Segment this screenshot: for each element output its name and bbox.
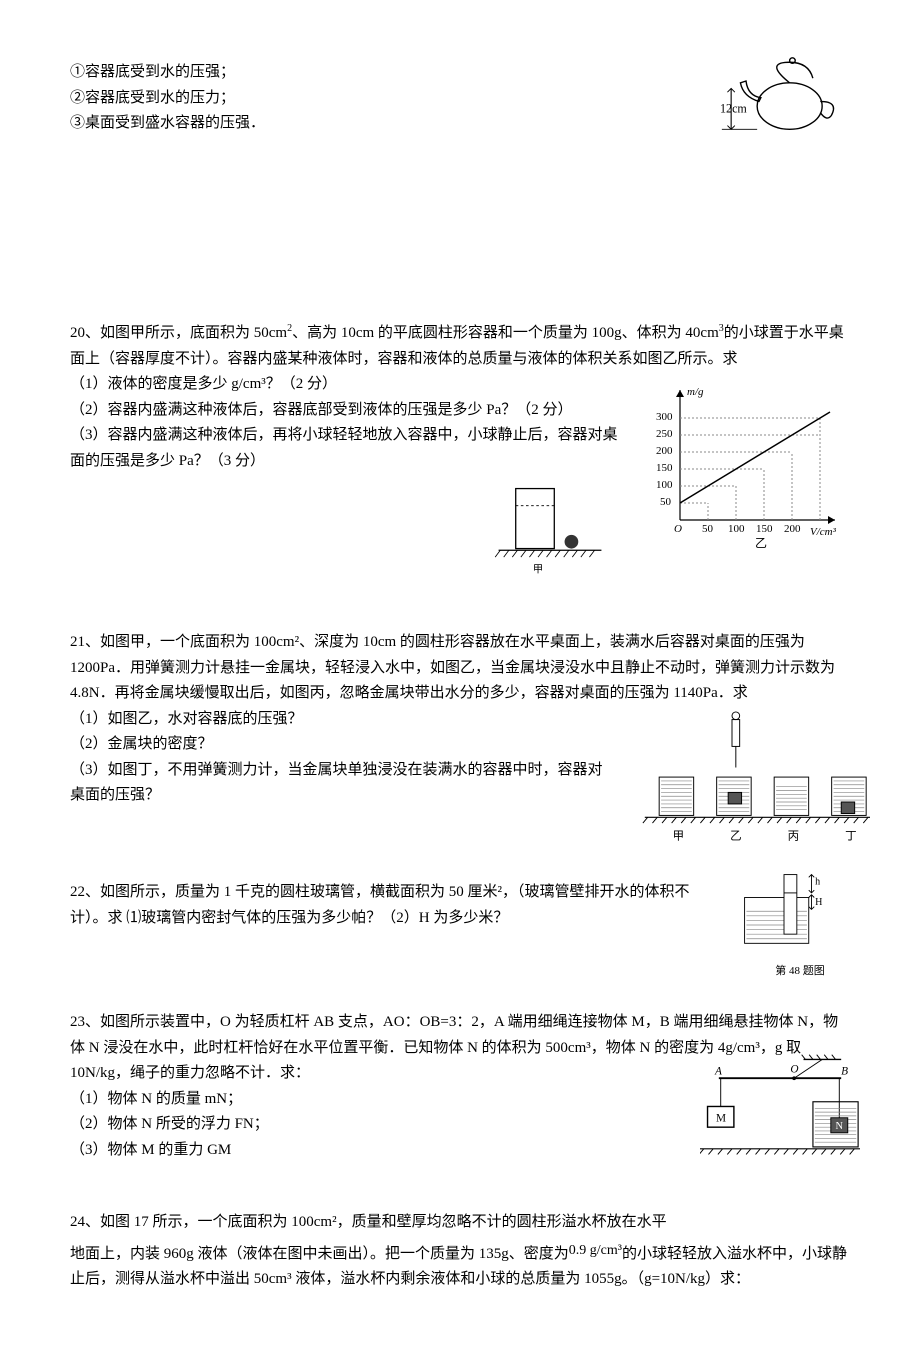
q22-stem: 22、如图所示，质量为 1 千克的圆柱玻璃管，横截面积为 50 厘米²，（玻璃管… bbox=[70, 880, 710, 931]
ytick-250: 250 bbox=[656, 428, 673, 440]
q21-label-2: 丙 bbox=[788, 830, 800, 842]
ytick-300: 300 bbox=[656, 411, 673, 423]
q22-h-label: h bbox=[815, 877, 820, 888]
q20-p3: （3）容器内盛满这种液体后，再将小球轻轻地放入容器中，小球静止后，容器对桌面的压… bbox=[70, 423, 630, 474]
q20-label-yi: 乙 bbox=[755, 536, 767, 550]
q22-H-label: H bbox=[815, 897, 822, 908]
q21-p3: （3）如图丁，不用弹簧测力计，当金属块单独浸没在装满水的容器中时，容器对桌面的压… bbox=[70, 758, 610, 809]
q20-stem-a: 20、如图甲所示，底面积为 50cm bbox=[70, 325, 287, 341]
q21-figure: 甲 乙 丙 丁 bbox=[640, 710, 860, 854]
ytick-50: 50 bbox=[660, 496, 672, 508]
q24-density: 0.9 g/cm³ bbox=[569, 1243, 622, 1258]
q22-figure: h H 第 48 题图 bbox=[740, 870, 860, 980]
q20-beaker-figure: 甲 bbox=[490, 480, 630, 583]
q20-stem: 20、如图甲所示，底面积为 50cm2、高为 10cm 的平底圆柱形容器和一个质… bbox=[70, 320, 850, 372]
q24-line2: 地面上，内装 960g 液体（液体在图中未画出）。把一个质量为 135g、密度为… bbox=[70, 1242, 850, 1293]
graph-y-label: m/g bbox=[687, 386, 704, 398]
teapot-figure: 12cm bbox=[720, 55, 850, 157]
teapot-height-label: 12cm bbox=[720, 102, 747, 116]
q23-A: A bbox=[714, 1065, 722, 1077]
xtick-200: 200 bbox=[784, 523, 801, 535]
graph-x-label: V/cm³ bbox=[810, 526, 837, 538]
q23-B: B bbox=[841, 1065, 848, 1077]
q23-O: O bbox=[790, 1064, 798, 1076]
ytick-100: 100 bbox=[656, 479, 673, 491]
xtick-100: 100 bbox=[728, 523, 745, 535]
q23-N: N bbox=[836, 1121, 844, 1132]
ytick-150: 150 bbox=[656, 462, 673, 474]
xtick-150: 150 bbox=[756, 523, 773, 535]
q23-M: M bbox=[716, 1113, 726, 1125]
q23-figure: A O B M N bbox=[700, 1050, 860, 1172]
q24-stem-b: 地面上，内装 960g 液体（液体在图中未画出）。把一个质量为 135g、密度为 bbox=[70, 1246, 569, 1262]
xtick-50: 50 bbox=[702, 523, 714, 535]
svg-text:O: O bbox=[674, 523, 682, 535]
q20-graph: m/g V/cm³ 50 100 150 200 250 300 bbox=[650, 380, 850, 550]
q21-label-3: 丁 bbox=[845, 830, 857, 842]
q20-stem-b: 、高为 10cm 的平底圆柱形容器和一个质量为 100g、体积为 40cm bbox=[292, 325, 719, 341]
q20-p2: （2）容器内盛满这种液体后，容器底部受到液体的压强是多少 Pa？（2 分） bbox=[70, 398, 630, 424]
q21-label-0: 甲 bbox=[673, 830, 685, 842]
q20-label-jia: 甲 bbox=[533, 565, 543, 576]
q24-stem-a: 24、如图 17 所示，一个底面积为 100cm²，质量和壁厚均忽略不计的圆柱形… bbox=[70, 1210, 700, 1236]
q21-label-1: 乙 bbox=[730, 829, 742, 842]
q22-caption: 第 48 题图 bbox=[740, 962, 860, 981]
ytick-200: 200 bbox=[656, 445, 673, 457]
q21-stem: 21、如图甲，一个底面积为 100cm²、深度为 10cm 的圆柱形容器放在水平… bbox=[70, 630, 850, 707]
